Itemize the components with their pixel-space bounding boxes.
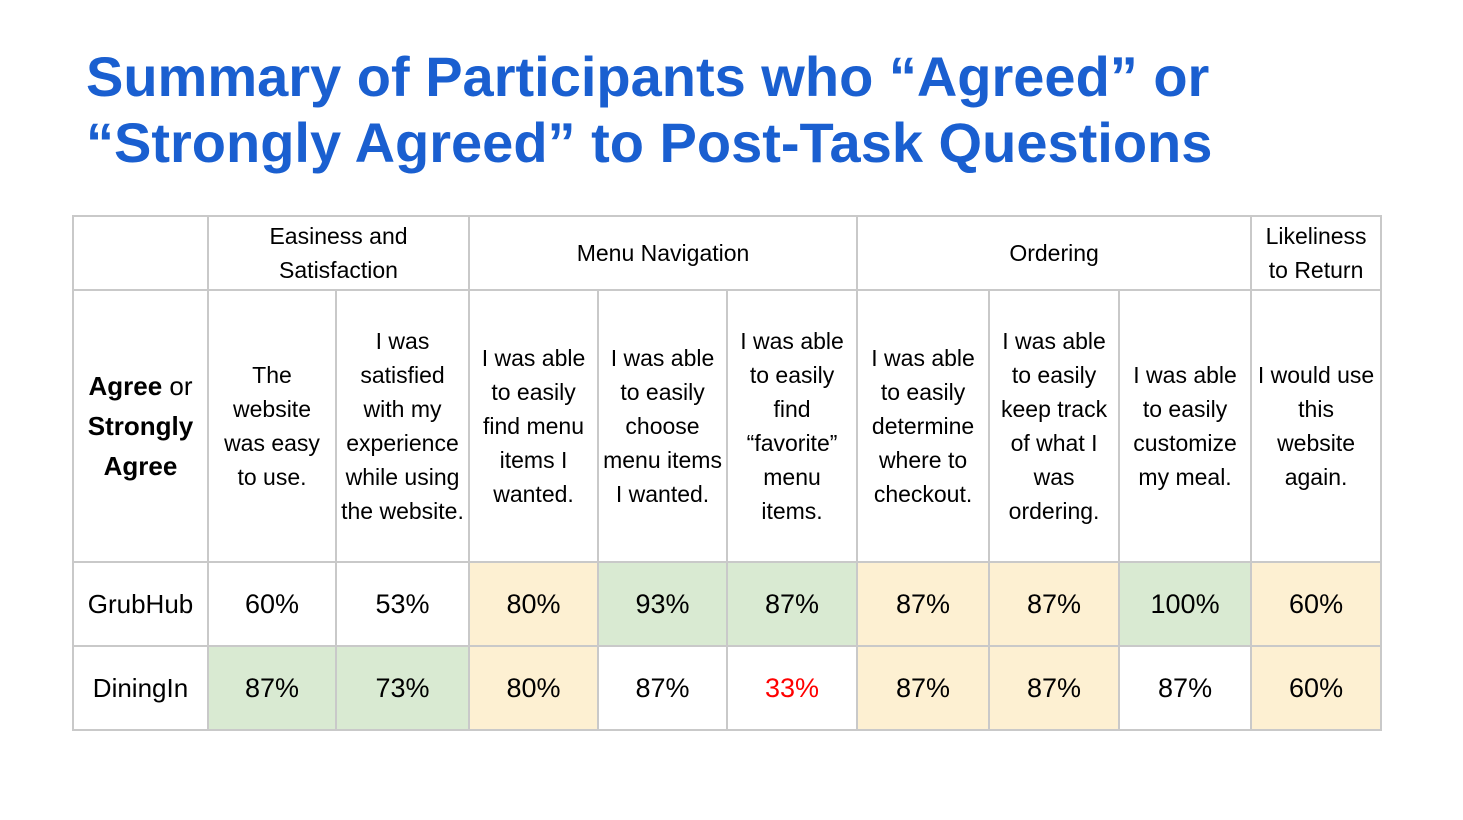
value-cell: 33% <box>726 645 859 731</box>
value-cell: 87% <box>856 561 991 647</box>
value-cell: 60% <box>1250 561 1383 647</box>
question-cell: I was satisfied with my experience while… <box>334 289 471 563</box>
question-cell: I would use this website again. <box>1250 289 1383 563</box>
value-cell: 87% <box>207 645 337 731</box>
value-cell: 60% <box>1250 645 1383 731</box>
corner-empty-cell <box>72 215 209 291</box>
or-label: or <box>162 371 193 401</box>
row-label-diningin: DiningIn <box>72 645 209 731</box>
question-cell: The website was easy to use. <box>207 289 337 563</box>
value-cell: 53% <box>334 561 471 647</box>
value-cell: 73% <box>334 645 471 731</box>
value-cell: 87% <box>988 645 1121 731</box>
value-cell: 87% <box>597 645 729 731</box>
value-cell: 93% <box>597 561 729 647</box>
value-cell: 87% <box>726 561 859 647</box>
row-header-label: Agree or Strongly Agree <box>72 289 209 563</box>
question-cell: I was able to easily find menu items I w… <box>468 289 600 563</box>
group-menu-navigation: Menu Navigation <box>468 215 859 291</box>
question-cell: I was able to easily choose menu items I… <box>597 289 729 563</box>
data-row-grubhub: GrubHub 60% 53% 80% 93% 87% 87% 87% 100%… <box>72 561 1383 647</box>
question-cell: I was able to easily determine where to … <box>856 289 991 563</box>
value-cell: 100% <box>1118 561 1253 647</box>
value-cell: 60% <box>207 561 337 647</box>
question-row: Agree or Strongly Agree The website was … <box>72 289 1383 563</box>
page-title: Summary of Participants who “Agreed” or … <box>86 45 1213 174</box>
value-cell: 80% <box>468 561 600 647</box>
agree-label: Agree <box>88 371 163 401</box>
group-easiness-satisfaction: Easiness and Satisfaction <box>206 215 471 291</box>
group-header-row: Easiness and Satisfaction Menu Navigatio… <box>72 215 1383 291</box>
question-cell: I was able to easily find “favorite” men… <box>726 289 859 563</box>
row-label-grubhub: GrubHub <box>72 561 209 647</box>
strongly-agree-label: Strongly Agree <box>87 411 194 481</box>
question-cell: I was able to easily keep track of what … <box>988 289 1121 563</box>
value-cell: 87% <box>988 561 1121 647</box>
value-cell: 87% <box>856 645 991 731</box>
data-row-diningin: DiningIn 87% 73% 80% 87% 33% 87% 87% 87%… <box>72 645 1383 731</box>
question-cell: I was able to easily customize my meal. <box>1118 289 1253 563</box>
group-likeliness-to-return: Likeliness to Return <box>1250 215 1383 291</box>
value-cell: 80% <box>468 645 600 731</box>
summary-table: Easiness and Satisfaction Menu Navigatio… <box>72 215 1383 731</box>
value-cell: 87% <box>1118 645 1253 731</box>
group-ordering: Ordering <box>856 215 1253 291</box>
